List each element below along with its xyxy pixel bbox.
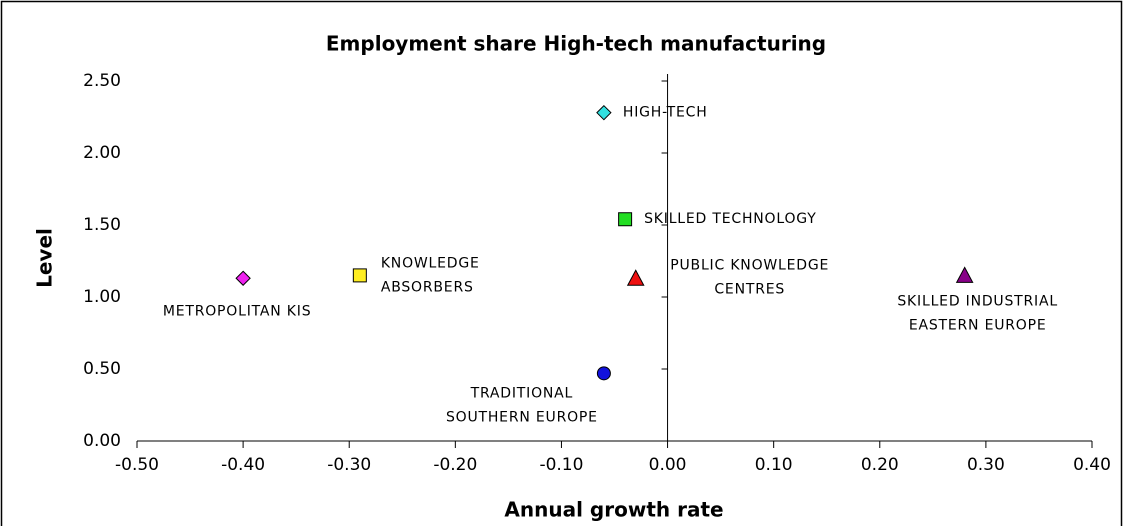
y-tick-label: 1.50 xyxy=(83,215,121,235)
point xyxy=(955,266,974,283)
point-label: METROPOLITAN KIS xyxy=(163,303,312,319)
point-label: KNOWLEDGE xyxy=(381,255,480,271)
point xyxy=(235,270,251,286)
x-tick-label: -0.40 xyxy=(221,455,265,475)
point-label: CENTRES xyxy=(714,281,785,297)
x-tick-label: -0.30 xyxy=(327,455,371,475)
point-label: PUBLIC KNOWLEDGE xyxy=(670,257,829,273)
x-tick-label: 0.10 xyxy=(755,455,793,475)
point-label: ABSORBERS xyxy=(381,279,474,295)
y-tick-label: 0.50 xyxy=(83,359,121,379)
x-tick-label: -0.20 xyxy=(433,455,477,475)
x-tick-label: 0.20 xyxy=(861,455,899,475)
point xyxy=(618,212,633,227)
point-label: SKILLED INDUSTRIAL xyxy=(897,293,1058,309)
point-label: HIGH-TECH xyxy=(623,105,708,121)
x-tick-label: -0.50 xyxy=(115,455,159,475)
x-tick-label: -0.10 xyxy=(539,455,583,475)
chart-title: Employment share High-tech manufacturing xyxy=(326,32,826,56)
point-label: TRADITIONAL xyxy=(470,385,574,401)
point-label: EASTERN EUROPE xyxy=(909,317,1047,333)
point xyxy=(352,268,367,283)
point xyxy=(596,366,611,381)
point xyxy=(626,269,645,286)
x-axis-title: Annual growth rate xyxy=(504,498,723,522)
y-tick-label: 2.50 xyxy=(83,71,121,91)
y-axis-title: Level xyxy=(33,228,57,288)
point-label: SKILLED TECHNOLOGY xyxy=(644,211,817,227)
x-tick-label: 0.40 xyxy=(1073,455,1111,475)
x-tick-label: 0.30 xyxy=(967,455,1005,475)
y-tick-label: 0.00 xyxy=(83,431,121,451)
y-tick-label: 2.00 xyxy=(83,143,121,163)
x-tick-label: 0.00 xyxy=(649,455,687,475)
point-label: SOUTHERN EUROPE xyxy=(446,409,598,425)
y-tick-label: 1.00 xyxy=(83,287,121,307)
point xyxy=(596,104,612,121)
